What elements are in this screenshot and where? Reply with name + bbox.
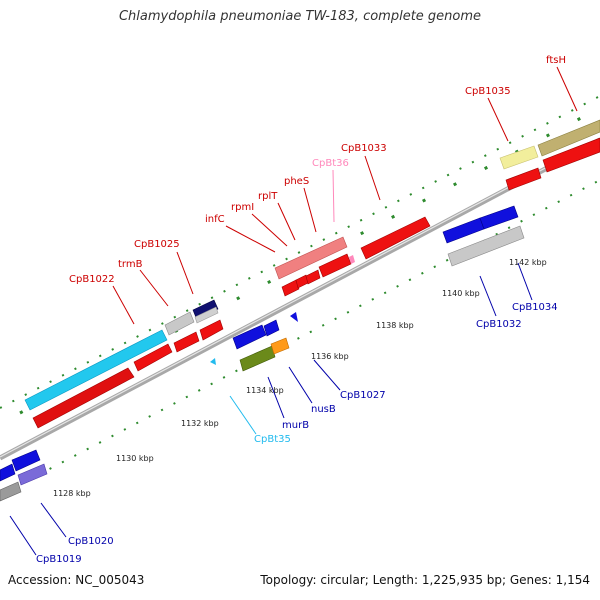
label-cpb1034: CpB1034: [512, 302, 558, 313]
gene-cpbt36: [349, 255, 355, 264]
label-pheS: pheS: [284, 176, 309, 187]
gene-grey-rev: [0, 481, 22, 502]
gene-nusB-orange: [270, 337, 290, 355]
gene-infC: [281, 279, 300, 297]
label-cpb1022: CpB1022: [69, 274, 115, 285]
label-murB: murB: [282, 420, 309, 431]
tick-label-1142: 1142 kbp: [509, 258, 547, 267]
tick-label-1130: 1130 kbp: [116, 454, 154, 463]
gene-yellow: [499, 145, 539, 170]
gene-blue-3: [232, 324, 267, 350]
label-cpb1032: CpB1032: [476, 319, 522, 330]
leader-lines: [9, 66, 578, 556]
gene-cpb1020-purple: [17, 463, 48, 486]
gene-cpb1019-blue: [0, 463, 16, 482]
gene-cpb1025: [199, 319, 224, 341]
gene-blue-triangle: [290, 312, 298, 322]
gene-cpb1035: [505, 167, 542, 191]
gene-pink-block: [274, 236, 348, 280]
gene-arrow-1: [133, 343, 173, 372]
label-ftsH: ftsH: [546, 55, 566, 66]
forward-gene-labels: CpB1022 trmB CpB1025 infC rpmI rplT pheS…: [69, 55, 566, 285]
gene-cyan-bar: [24, 329, 168, 411]
tick-label-1138: 1138 kbp: [376, 321, 414, 330]
reverse-genes: [0, 205, 525, 502]
tick-label-1128: 1128 kbp: [53, 489, 91, 498]
tick-row-upper-outer: [0, 95, 600, 409]
gene-cpb1033: [360, 216, 431, 260]
tick-labels: 1128 kbp 1130 kbp 1132 kbp 1134 kbp 1136…: [53, 258, 547, 498]
label-cpb1033: CpB1033: [341, 143, 387, 154]
label-rplT: rplT: [258, 191, 278, 202]
map-title: Chlamydophila pneumoniae TW-183, complet…: [118, 9, 482, 24]
label-cpb1027: CpB1027: [340, 390, 386, 401]
reverse-gene-labels: CpB1019 CpB1020 CpBt35 murB nusB CpB1027…: [36, 302, 558, 565]
gene-trmB: [173, 331, 200, 353]
tick-row-lower: [0, 179, 600, 496]
backbone: [0, 137, 600, 461]
tick-label-1134: 1134 kbp: [246, 386, 284, 395]
label-cpbt35: CpBt35: [254, 434, 291, 445]
accession-text: Accession: NC_005043: [8, 573, 145, 587]
tick-label-1132: 1132 kbp: [181, 419, 219, 428]
label-cpb1025: CpB1025: [134, 239, 180, 250]
tick-label-1136: 1136 kbp: [311, 352, 349, 361]
gene-grey-rev-2: [447, 225, 525, 267]
gene-ftsH: [542, 137, 600, 173]
forward-genes: [24, 119, 600, 429]
gene-grey-2: [194, 306, 219, 324]
gene-grey-1: [164, 311, 195, 336]
topology-summary: Topology: circular; Length: 1,225,935 bp…: [260, 573, 590, 587]
gene-rplT: [305, 269, 321, 285]
gene-murB-green: [239, 345, 276, 372]
label-infC: infC: [205, 214, 225, 225]
gene-olive: [537, 119, 600, 157]
gene-cpbt35: [210, 358, 216, 365]
label-rpmI: rpmI: [231, 202, 254, 213]
gene-blue-4: [263, 319, 280, 337]
label-cpb1020: CpB1020: [68, 536, 114, 547]
gene-blue-2: [11, 449, 41, 472]
gene-cpb1022-block: [32, 367, 135, 429]
label-nusB: nusB: [311, 404, 336, 415]
label-cpbt36: CpBt36: [312, 158, 349, 169]
tick-label-1140: 1140 kbp: [442, 289, 480, 298]
label-cpb1019: CpB1019: [36, 554, 82, 565]
label-cpb1035: CpB1035: [465, 86, 511, 97]
label-trmB: trmB: [118, 259, 143, 270]
gene-blue-6: [479, 205, 519, 230]
